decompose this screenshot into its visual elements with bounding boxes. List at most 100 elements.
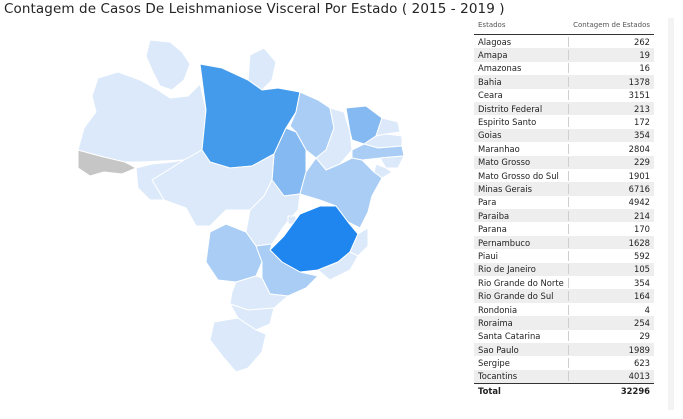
table-row[interactable]: Mato Grosso 229 [474, 155, 654, 169]
cell-state: Goias [474, 130, 569, 141]
map-state-parana[interactable] [229, 275, 289, 311]
cell-count: 4013 [628, 371, 650, 382]
cell-state: Roraima [474, 317, 569, 328]
table-row[interactable]: Roraima 254 [474, 316, 654, 330]
cell-count: 29 [639, 331, 650, 342]
cell-count: 592 [634, 250, 650, 261]
cell-state: Sao Paulo [474, 344, 569, 355]
cell-count: 6716 [628, 183, 650, 194]
cell-state: Distrito Federal [474, 103, 569, 114]
map-state-rio-grande-do-norte[interactable] [375, 117, 401, 137]
cell-count: 1378 [628, 76, 650, 87]
map-state-roraima[interactable] [145, 39, 191, 91]
cell-state: Para [474, 197, 569, 208]
table-row[interactable]: Alagoas 262 [474, 35, 654, 48]
table-row[interactable]: Distrito Federal 213 [474, 101, 654, 116]
cell-count: 4 [644, 304, 650, 315]
cell-state: Espirito Santo [474, 117, 569, 128]
table-row[interactable]: Bahia 1378 [474, 75, 654, 89]
table-row[interactable]: Tocantins 4013 [474, 369, 654, 384]
table-row[interactable]: Amapa 19 [474, 48, 654, 62]
cell-count: 354 [634, 130, 650, 141]
cell-state: Minas Gerais [474, 183, 569, 194]
table-row[interactable]: Santa Catarina 29 [474, 330, 654, 343]
table-row[interactable]: Pernambuco 1628 [474, 235, 654, 250]
table-row[interactable]: Para 4942 [474, 196, 654, 209]
total-value: 32296 [620, 386, 650, 397]
cell-count: 2804 [628, 143, 650, 154]
table-row[interactable]: Minas Gerais 6716 [474, 182, 654, 196]
map-state-sergipe[interactable] [373, 163, 393, 179]
cell-count: 19 [639, 50, 650, 61]
cell-count: 214 [634, 210, 650, 221]
cell-state: Amapa [474, 50, 569, 61]
table-row[interactable]: Sergipe 623 [474, 356, 654, 369]
table-header: Estados Contagem de Estados [474, 16, 654, 35]
table-total-row: Total 32296 [474, 383, 654, 398]
cell-count: 170 [634, 224, 650, 235]
cell-state: Maranhao [474, 143, 569, 154]
table-row[interactable]: Rio de Janeiro 105 [474, 262, 654, 277]
cell-count: 354 [634, 277, 650, 288]
brazil-filled-map[interactable] [0, 0, 470, 419]
cell-count: 254 [634, 317, 650, 328]
table-row[interactable]: Parana 170 [474, 222, 654, 235]
table-row[interactable]: Maranhao 2804 [474, 142, 654, 155]
table-row[interactable]: Goias 354 [474, 128, 654, 143]
table-row[interactable]: Amazonas 16 [474, 62, 654, 75]
cell-state: Bahia [474, 76, 569, 87]
cell-count: 3151 [628, 90, 650, 101]
cell-count: 213 [634, 103, 650, 114]
table-row[interactable]: Mato Grosso do Sul 1901 [474, 169, 654, 182]
total-label: Total [478, 386, 501, 397]
cell-state: Sergipe [474, 358, 569, 369]
cell-state: Mato Grosso [474, 157, 569, 168]
map-state-rondonia[interactable] [135, 159, 185, 201]
table-row[interactable]: Rio Grande do Norte 354 [474, 276, 654, 289]
cell-count: 16 [639, 63, 650, 74]
state-count-table: Estados Contagem de Estados Alagoas 262 Am… [474, 16, 654, 398]
table-scrollbar[interactable] [668, 18, 674, 410]
table-row[interactable]: Sao Paulo 1989 [474, 342, 654, 357]
map-state-sao-paulo[interactable] [255, 243, 319, 297]
map-state-alagoas[interactable] [379, 155, 405, 169]
cell-state: Tocantins [474, 371, 569, 382]
map-state-goias[interactable] [245, 179, 301, 247]
cell-count: 262 [634, 36, 650, 47]
cell-state: Rondonia [474, 304, 569, 315]
table-row[interactable]: Rondonia 4 [474, 303, 654, 316]
map-state-bahia[interactable] [299, 157, 383, 229]
cell-state: Mato Grosso do Sul [474, 170, 569, 181]
column-header-count[interactable]: Contagem de Estados [573, 21, 650, 29]
cell-state: Rio Grande do Norte [474, 277, 569, 288]
cell-count: 229 [634, 157, 650, 168]
visual-title: Contagem de Casos De Leishmaniose Viscer… [4, 1, 505, 17]
cell-state: Alagoas [474, 36, 569, 47]
cell-state: Pernambuco [474, 237, 569, 248]
table-row[interactable]: Espirito Santo 172 [474, 115, 654, 128]
cell-count: 623 [634, 358, 650, 369]
cell-state: Rio Grande do Sul [474, 291, 569, 302]
table-row[interactable]: Piaui 592 [474, 249, 654, 262]
cell-count: 105 [634, 264, 650, 275]
map-state-espirito-santo[interactable] [349, 227, 369, 257]
cell-count: 164 [634, 291, 650, 302]
table-row[interactable]: Ceara 3151 [474, 89, 654, 102]
map-state-rio-grande-do-sul[interactable] [209, 317, 267, 373]
cell-state: Paraiba [474, 210, 569, 221]
cell-count: 4942 [628, 197, 650, 208]
cell-count: 1989 [628, 344, 650, 355]
cell-state: Parana [474, 224, 569, 235]
map-state-rio-de-janeiro[interactable] [317, 251, 359, 281]
map-state-mato-grosso-do-sul[interactable] [205, 223, 263, 283]
table-body: Alagoas 262 Amapa 19 Amazonas 16 Bahia 1378 Cear… [474, 35, 654, 384]
column-header-states[interactable]: Estados [478, 21, 506, 29]
cell-count: 1628 [628, 237, 650, 248]
cell-state: Piaui [474, 250, 569, 261]
cell-state: Santa Catarina [474, 331, 569, 342]
map-state-amazonas[interactable] [77, 71, 207, 163]
table-row[interactable]: Paraiba 214 [474, 209, 654, 223]
table-row[interactable]: Rio Grande do Sul 164 [474, 289, 654, 303]
cell-state: Ceara [474, 90, 569, 101]
cell-count: 1901 [628, 170, 650, 181]
